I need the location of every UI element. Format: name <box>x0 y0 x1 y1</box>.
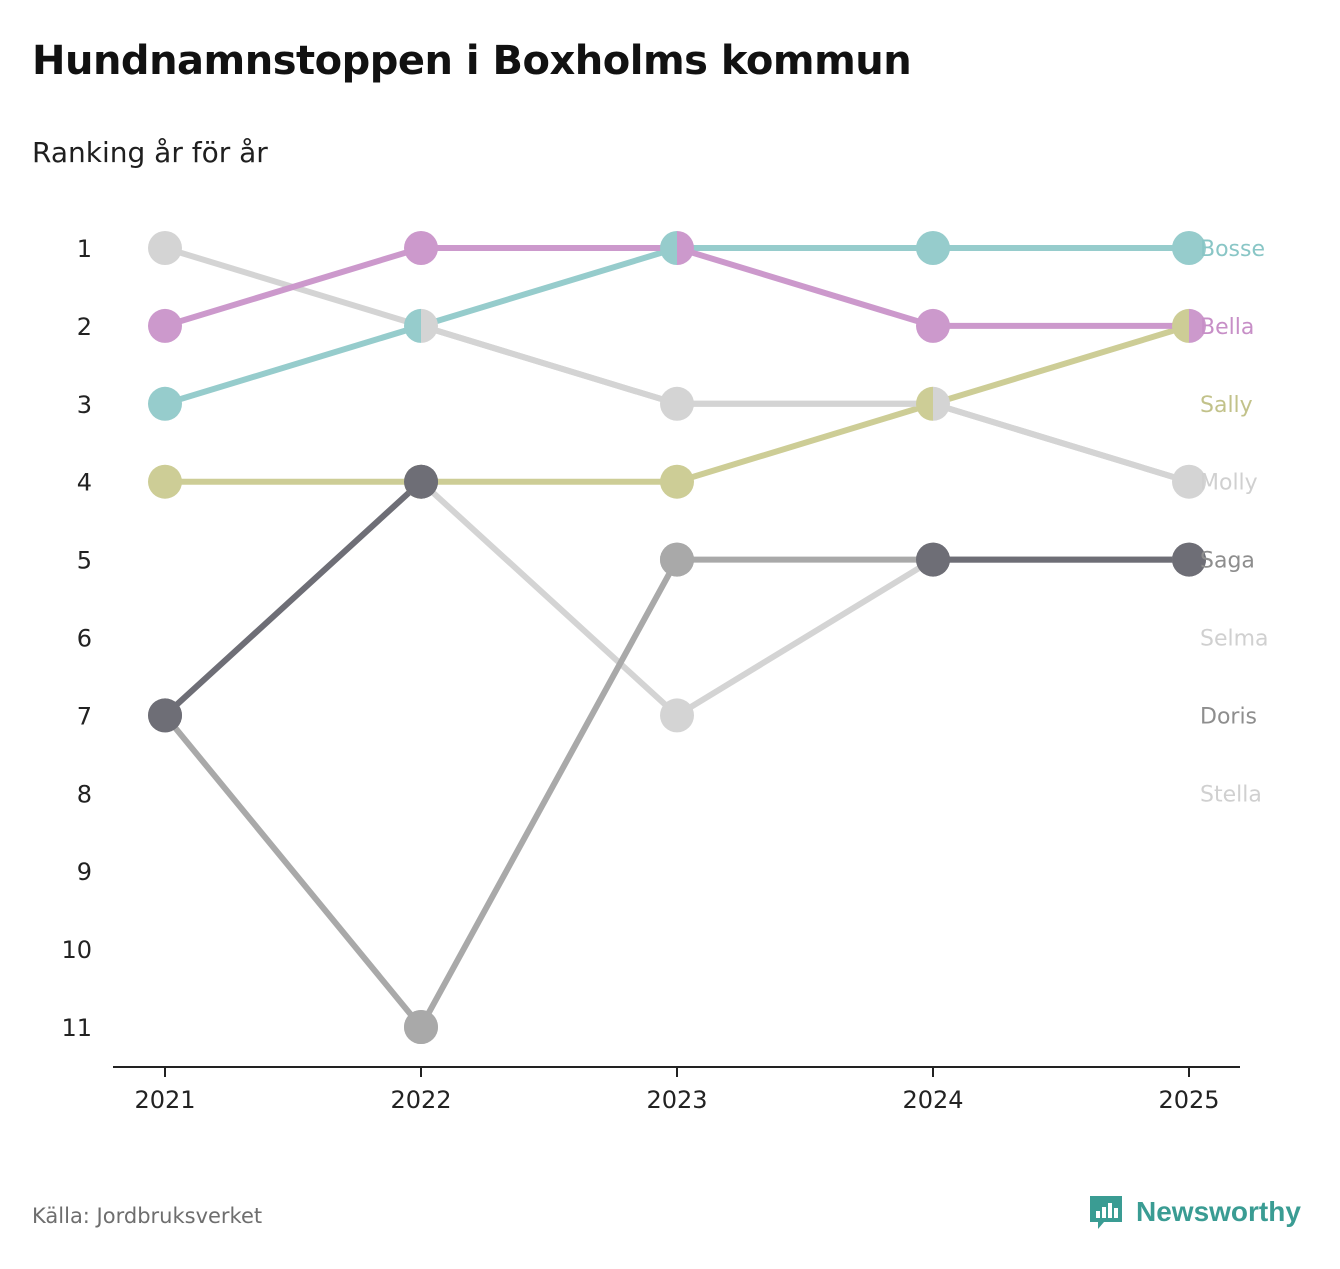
chart-subtitle: Ranking år för år <box>32 136 268 169</box>
series-point-bella <box>404 231 438 265</box>
series-point-sally <box>148 464 182 499</box>
series-label-bella: Bella <box>1200 315 1254 340</box>
y-tick-label: 8 <box>77 780 92 808</box>
y-tick-label: 9 <box>77 858 92 886</box>
series-point-bosse <box>1172 231 1206 265</box>
series-point-molly <box>1172 464 1206 499</box>
y-tick-label: 11 <box>61 1014 92 1042</box>
y-tick-label: 3 <box>77 391 92 419</box>
series-label-molly: Molly <box>1200 471 1258 496</box>
series-point-molly <box>421 308 438 343</box>
series-point-sally <box>660 464 694 499</box>
series-label-bosse: Bosse <box>1200 237 1265 262</box>
series-point-doris <box>660 542 694 577</box>
rank-chart: 1 2 3 4 5 6 7 8 9 10 11 2021 2022 2023 2024 2025 Stell… <box>61 231 1269 1114</box>
series-line-saga <box>162 478 424 719</box>
series-label-doris: Doris <box>1200 704 1257 729</box>
series-line-stella <box>162 245 1192 485</box>
y-tick-label: 7 <box>77 702 92 730</box>
x-tick-label: 2023 <box>646 1086 707 1114</box>
series-point-stella <box>148 231 182 265</box>
series-end-labels: Stella Selma Doris Sally Bosse Bella Molly Saga <box>1200 237 1269 807</box>
series-lines <box>162 245 1192 1030</box>
series-point-saga <box>1172 542 1206 577</box>
x-tick-label: 2025 <box>1158 1086 1219 1114</box>
series-line-doris <box>162 556 1192 1030</box>
series-label-selma: Selma <box>1200 627 1269 652</box>
series-point-bosse <box>916 231 950 265</box>
x-tick-label: 2022 <box>390 1086 451 1114</box>
series-point-bosse <box>660 231 677 265</box>
series-point-bella <box>677 231 694 265</box>
newsworthy-logo-icon <box>1090 1196 1122 1229</box>
brand-logo: Newsworthy <box>1088 1194 1301 1230</box>
x-tick-label: 2021 <box>134 1086 195 1114</box>
x-axis-ticks: 2021 2022 2023 2024 2025 <box>134 1067 1220 1114</box>
series-label-stella: Stella <box>1200 782 1262 807</box>
series-point-bella <box>916 308 950 343</box>
series-point-saga <box>916 542 950 577</box>
series-point-sally <box>916 386 933 421</box>
series-line-molly <box>418 322 1192 485</box>
series-points <box>148 231 1206 1044</box>
y-tick-label: 5 <box>77 547 92 575</box>
series-label-saga: Saga <box>1200 549 1255 574</box>
series-point-bosse <box>148 386 182 421</box>
y-axis-ticks: 1 2 3 4 5 6 7 8 9 10 11 <box>61 235 92 1042</box>
series-point-molly <box>660 386 694 421</box>
series-point-molly <box>933 386 950 421</box>
series-line-selma <box>162 478 1192 719</box>
chart-title: Hundnamnstoppen i Boxholms kommun <box>32 38 912 84</box>
series-point-doris <box>404 1010 438 1044</box>
series-point-bosse <box>404 308 421 343</box>
series-point-selma <box>660 698 694 733</box>
source-note: Källa: Jordbruksverket <box>32 1204 263 1228</box>
series-point-sally <box>1172 308 1189 343</box>
series-label-sally: Sally <box>1200 393 1253 418</box>
series-point-saga <box>404 464 438 499</box>
y-tick-label: 2 <box>77 313 92 341</box>
series-point-bella <box>1189 308 1206 343</box>
x-tick-label: 2024 <box>902 1086 963 1114</box>
brand-name: Newsworthy <box>1136 1196 1301 1227</box>
series-point-saga <box>148 698 182 733</box>
y-tick-label: 10 <box>61 936 92 964</box>
y-tick-label: 6 <box>77 625 92 653</box>
y-tick-label: 1 <box>77 235 92 263</box>
y-tick-label: 4 <box>77 469 92 497</box>
series-point-bella <box>148 308 182 343</box>
